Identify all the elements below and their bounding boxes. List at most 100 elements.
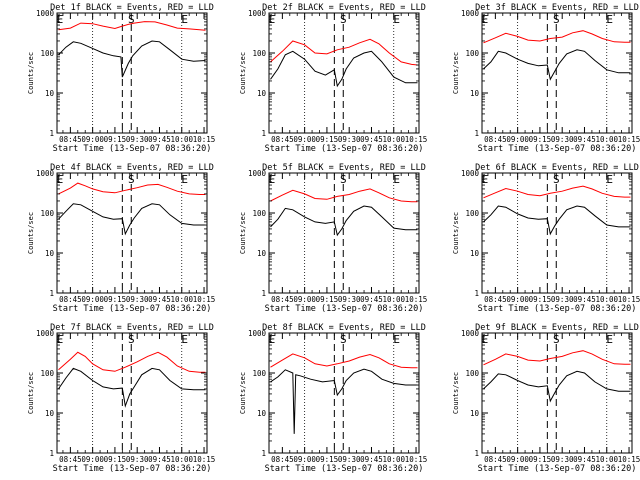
x-axis-label: Start Time (13-Sep-07 08:36:20) — [265, 144, 424, 154]
y-tick-label: 1000 — [248, 9, 267, 18]
marker-label: S — [128, 13, 135, 26]
series-line-events — [58, 367, 206, 408]
x-tick-label: 08:45 — [271, 455, 294, 464]
x-tick-label: 10:15 — [193, 135, 216, 144]
x-tick-label: 09:30 — [338, 295, 361, 304]
x-axis-label: Start Time (13-Sep-07 08:36:20) — [53, 144, 212, 154]
marker-label: E — [393, 13, 400, 26]
marker-label: E — [606, 173, 613, 186]
x-tick-label: 09:45 — [148, 455, 171, 464]
y-axis-label: Counts/sec — [239, 372, 247, 414]
y-axis-label: Counts/sec — [27, 372, 35, 414]
x-tick-label: 09:45 — [148, 135, 171, 144]
plot-frame — [481, 172, 633, 294]
y-axis-label: Counts/sec — [452, 212, 460, 254]
series-line-events — [270, 50, 418, 88]
x-tick-label: 10:15 — [405, 295, 428, 304]
x-tick-label: 09:15 — [316, 455, 339, 464]
marker-label: E — [181, 173, 188, 186]
series-line-lld — [483, 185, 631, 199]
series-line-lld — [483, 350, 631, 366]
x-tick-label: 09:00 — [506, 135, 529, 144]
marker-label: E — [606, 13, 613, 26]
panel-title: Det 8f BLACK = Events, RED = LLD — [262, 323, 426, 333]
panel-title: Det 1f BLACK = Events, RED = LLD — [50, 3, 214, 13]
x-tick-label: 10:15 — [405, 135, 428, 144]
y-tick-label: 10 — [470, 89, 480, 98]
plot-frame — [56, 172, 208, 294]
x-tick-label: 08:45 — [271, 295, 294, 304]
series-line-events — [483, 49, 631, 81]
x-tick-label: 10:15 — [193, 295, 216, 304]
x-tick-label: 10:00 — [382, 135, 405, 144]
y-tick-label: 1 — [474, 129, 479, 138]
y-tick-label: 100 — [252, 49, 266, 58]
plot-frame — [481, 332, 633, 454]
x-tick-label: 10:00 — [170, 295, 193, 304]
x-tick-label: 09:30 — [126, 135, 149, 144]
x-tick-label: 10:00 — [170, 455, 193, 464]
marker-label: S — [553, 173, 560, 186]
y-tick-label: 10 — [257, 409, 267, 418]
y-tick-label: 1000 — [248, 169, 267, 178]
x-tick-label: 09:00 — [81, 135, 104, 144]
x-tick-label: 09:15 — [104, 295, 127, 304]
panel-title: Det 9f BLACK = Events, RED = LLD — [475, 323, 639, 333]
plot-frame — [56, 12, 208, 134]
marker-label: S — [340, 13, 347, 26]
x-tick-label: 09:00 — [293, 295, 316, 304]
y-tick-label: 10 — [470, 249, 480, 258]
x-tick-label: 10:15 — [405, 455, 428, 464]
x-tick-label: 09:15 — [529, 455, 552, 464]
y-tick-label: 10 — [45, 409, 55, 418]
x-tick-label: 09:30 — [551, 135, 574, 144]
panel-title: Det 3f BLACK = Events, RED = LLD — [475, 3, 639, 13]
x-tick-label: 09:00 — [506, 455, 529, 464]
y-tick-label: 1000 — [248, 329, 267, 338]
x-tick-label: 10:00 — [382, 455, 405, 464]
plot-frame — [268, 172, 420, 294]
y-tick-label: 1000 — [461, 9, 480, 18]
y-tick-label: 1000 — [36, 9, 55, 18]
series-line-lld — [58, 21, 206, 31]
marker-label: S — [340, 173, 347, 186]
x-axis-label: Start Time (13-Sep-07 08:36:20) — [265, 464, 424, 474]
x-tick-label: 09:45 — [360, 295, 383, 304]
x-tick-label: 08:45 — [59, 295, 82, 304]
x-tick-label: 10:00 — [595, 135, 618, 144]
series-line-lld — [483, 30, 631, 44]
x-tick-label: 09:45 — [360, 135, 383, 144]
marker-label: S — [340, 333, 347, 346]
x-axis-label: Start Time (13-Sep-07 08:36:20) — [53, 304, 212, 314]
x-tick-label: 09:15 — [104, 455, 127, 464]
y-axis-label: Counts/sec — [27, 212, 35, 254]
y-tick-label: 1 — [261, 129, 266, 138]
marker-label: S — [128, 173, 135, 186]
x-tick-label: 09:00 — [81, 295, 104, 304]
x-tick-label: 09:00 — [81, 455, 104, 464]
y-axis-label: Counts/sec — [239, 212, 247, 254]
x-axis-label: Start Time (13-Sep-07 08:36:20) — [478, 464, 637, 474]
series-line-events — [270, 368, 418, 434]
y-tick-label: 100 — [40, 49, 54, 58]
series-line-events — [483, 205, 631, 236]
x-tick-label: 09:30 — [551, 295, 574, 304]
y-axis-label: Counts/sec — [27, 52, 35, 94]
y-tick-label: 10 — [257, 89, 267, 98]
series-line-events — [270, 205, 418, 237]
x-axis-label: Start Time (13-Sep-07 08:36:20) — [478, 144, 637, 154]
series-line-lld — [270, 188, 418, 203]
x-tick-label: 09:00 — [506, 295, 529, 304]
x-tick-label: 09:45 — [573, 455, 596, 464]
y-axis-label: Counts/sec — [452, 52, 460, 94]
x-tick-label: 08:45 — [59, 455, 82, 464]
marker-label: E — [181, 13, 188, 26]
y-tick-label: 10 — [470, 409, 480, 418]
y-tick-label: 1000 — [36, 169, 55, 178]
